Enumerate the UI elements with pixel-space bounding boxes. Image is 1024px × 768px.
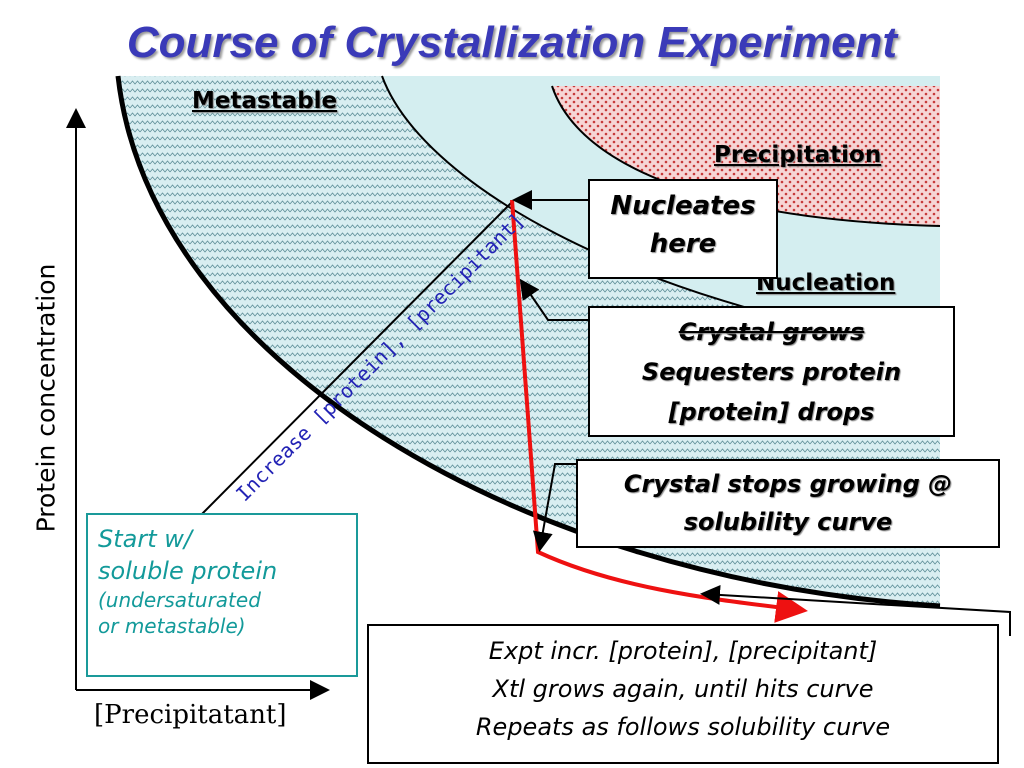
nucleates-line: here	[649, 229, 717, 259]
crystal-grows-box: Crystal grows Sequesters protein [protei…	[588, 306, 955, 437]
slide-title: Course of Crystallization Experiment	[126, 18, 898, 67]
crystallization-path	[510, 199, 808, 623]
expt-line: Xtl grows again, until hits curve	[492, 675, 874, 703]
start-line: or metastable)	[98, 614, 246, 638]
stops-pointer	[532, 463, 576, 552]
grows-line: Crystal grows	[678, 318, 865, 346]
grows-pointer	[519, 278, 588, 321]
grows-line: Sequesters protein	[641, 358, 902, 386]
crystal-stops-box: Crystal stops growing @ solubility curve	[576, 459, 1000, 548]
start-line: Start w/	[98, 525, 192, 553]
precipitation-label: Precipitation	[714, 142, 882, 168]
y-axis-label: Protein concentration	[31, 263, 61, 533]
solubility-curve	[115, 75, 941, 609]
expt-line: Expt incr. [protein], [precipitant]	[488, 637, 878, 665]
experiment-box: Expt incr. [protein], [precipitant] Xtl …	[367, 624, 999, 764]
nucleation-label: Nucleation	[756, 270, 896, 296]
nucleates-box: Nucleates here	[588, 179, 778, 279]
expt-line: Repeats as follows solubility curve	[475, 713, 891, 741]
nucleates-line: Nucleates	[610, 191, 756, 221]
grows-line: [protein] drops	[668, 398, 875, 426]
stops-line: Crystal stops growing @	[623, 470, 953, 498]
metastable-label: Metastable	[192, 88, 338, 114]
start-box: Start w/ soluble protein (undersaturated…	[86, 513, 358, 677]
precipitation-region	[552, 86, 940, 226]
expt-pointer	[700, 584, 1011, 636]
increase-line	[197, 201, 513, 519]
stops-line: solubility curve	[683, 508, 893, 536]
start-line: soluble protein	[98, 557, 278, 585]
x-axis-label: [Precipitatant]	[94, 700, 287, 730]
start-line: (undersaturated	[98, 588, 261, 612]
